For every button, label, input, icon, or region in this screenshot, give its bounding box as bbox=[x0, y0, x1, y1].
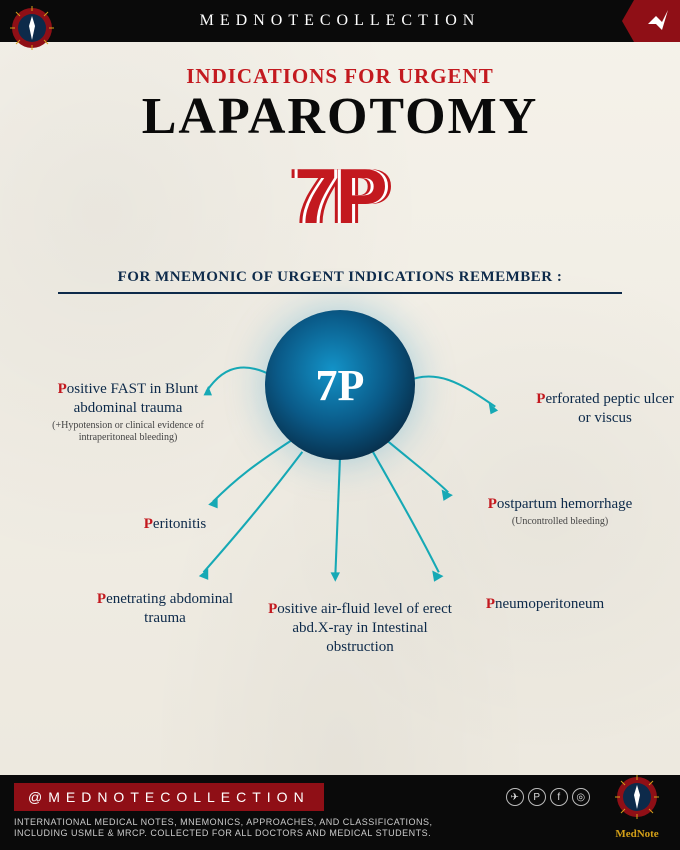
facebook-icon[interactable]: f bbox=[550, 788, 568, 806]
item-first-letter: P bbox=[268, 601, 277, 617]
item-pneumo: Pneumoperitoneum bbox=[450, 595, 640, 614]
arrow-path bbox=[204, 452, 303, 572]
item-peritonitis: Peritonitis bbox=[115, 515, 235, 534]
central-orb: 7P bbox=[265, 310, 415, 460]
item-airfluid: Positive air-fluid level of erect abd.X-… bbox=[265, 600, 455, 656]
brand-short-label: MedNote bbox=[606, 828, 668, 840]
item-text: ostpartum hemorrhage bbox=[497, 496, 632, 512]
item-text: ositive FAST in Blunt abdominal trauma bbox=[67, 381, 199, 416]
orb-label: 7P bbox=[316, 360, 365, 411]
logo-top-left-icon bbox=[8, 4, 56, 52]
arrow-head-icon bbox=[208, 497, 217, 508]
arrow-path bbox=[373, 452, 439, 572]
social-handle: @MEDNOTECOLLECTION bbox=[14, 783, 324, 811]
item-first-letter: P bbox=[144, 516, 153, 532]
arrow-path bbox=[401, 376, 495, 406]
item-penetrating: Penetrating abdominal trauma bbox=[90, 590, 240, 628]
arrow-path bbox=[387, 441, 448, 493]
arrow-head-icon bbox=[331, 572, 340, 581]
item-text: neumoperitoneum bbox=[495, 596, 604, 612]
item-note: (+Hypotension or clinical evidence of in… bbox=[38, 420, 218, 444]
brand-title: MEDNOTECOLLECTION bbox=[200, 12, 481, 30]
footer-bar: @MEDNOTECOLLECTION ✈ P f ◎ INTERNATIONAL… bbox=[0, 775, 680, 850]
item-first-letter: P bbox=[488, 496, 497, 512]
content-area: INDICATIONS FOR URGENT LAPAROTOMY 7P FOR… bbox=[0, 42, 680, 710]
item-text: ositive air-fluid level of erect abd.X-r… bbox=[277, 601, 452, 655]
instagram-icon[interactable]: ◎ bbox=[572, 788, 590, 806]
gear-logo-icon bbox=[613, 773, 661, 821]
item-text: enetrating abdominal trauma bbox=[106, 591, 233, 626]
item-text: eritonitis bbox=[153, 516, 206, 532]
header-bar: MEDNOTECOLLECTION bbox=[0, 0, 680, 42]
item-first-letter: P bbox=[486, 596, 495, 612]
diagram-area: 7P Positive FAST in Blunt abdominal trau… bbox=[20, 290, 660, 710]
arrow-head-icon bbox=[199, 569, 208, 580]
footer-disclaimer: INTERNATIONAL MEDICAL NOTES, MNEMONICS, … bbox=[14, 817, 474, 840]
item-fast: Positive FAST in Blunt abdominal trauma (… bbox=[38, 380, 218, 444]
social-icons-row: ✈ P f ◎ bbox=[506, 788, 590, 806]
mnemonic-big-7p: 7P bbox=[20, 157, 660, 235]
item-text: erforated peptic ulcer or viscus bbox=[545, 391, 673, 426]
telegram-icon[interactable]: ✈ bbox=[506, 788, 524, 806]
item-perforated: Perforated peptic ulcer or viscus bbox=[530, 390, 680, 428]
arrow-path bbox=[213, 441, 291, 502]
main-title: LAPAROTOMY bbox=[20, 91, 660, 143]
logo-bottom-right: MedNote bbox=[606, 773, 668, 840]
corner-badge-icon bbox=[622, 0, 680, 42]
subtitle-text: INDICATIONS FOR URGENT bbox=[20, 64, 660, 89]
pinterest-icon[interactable]: P bbox=[528, 788, 546, 806]
item-first-letter: P bbox=[58, 381, 67, 397]
arrow-path bbox=[335, 458, 340, 578]
item-postpartum: Postpartum hemorrhage (Uncontrolled bleed… bbox=[475, 495, 645, 528]
item-first-letter: P bbox=[97, 591, 106, 607]
item-note: (Uncontrolled bleeding) bbox=[475, 516, 645, 528]
